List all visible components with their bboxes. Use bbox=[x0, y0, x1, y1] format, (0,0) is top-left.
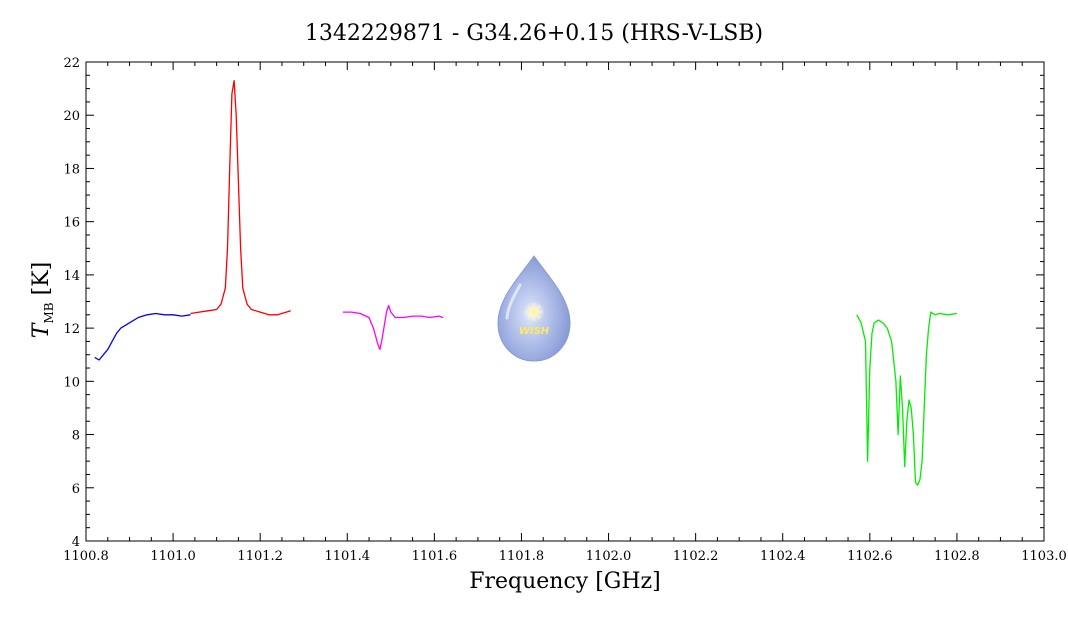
logo-text: WISH bbox=[519, 326, 550, 337]
y-tick-label: 6 bbox=[72, 482, 80, 497]
y-tick-label: 20 bbox=[63, 109, 80, 124]
series-line-4 bbox=[856, 311, 957, 486]
y-tick-label: 8 bbox=[72, 429, 80, 444]
y-axis-label-unit: [K] bbox=[29, 262, 54, 303]
y-tick-label: 14 bbox=[63, 269, 80, 284]
x-tick-label: 1102.2 bbox=[673, 549, 719, 564]
y-tick-label: 22 bbox=[63, 56, 80, 71]
series-line-3 bbox=[342, 304, 444, 351]
y-axis-label: TMB [K] bbox=[29, 262, 56, 338]
series-line-2 bbox=[190, 79, 291, 316]
y-tick-label: 16 bbox=[63, 216, 80, 231]
x-tick-label: 1101.2 bbox=[237, 549, 283, 564]
spectrum-series bbox=[94, 79, 957, 486]
x-tick-label: 1102.8 bbox=[934, 549, 980, 564]
x-axis-label: Frequency [GHz] bbox=[469, 569, 661, 594]
x-tick-label: 1102.6 bbox=[847, 549, 893, 564]
y-tick-label: 12 bbox=[63, 322, 80, 337]
wish-logo: WISH bbox=[497, 255, 571, 362]
y-axis-tick-labels: 4 6 8 10 12 14 16 18 20 22 bbox=[63, 56, 80, 550]
y-tick-label: 4 bbox=[72, 535, 80, 550]
x-tick-label: 1101.4 bbox=[325, 549, 371, 564]
series-line-1 bbox=[94, 312, 191, 361]
y-tick-label: 18 bbox=[63, 162, 80, 177]
x-tick-label: 1101.0 bbox=[150, 549, 196, 564]
y-tick-label: 10 bbox=[63, 375, 80, 390]
y-axis-label-symbol: T bbox=[29, 321, 54, 338]
x-axis-tick-labels: 1100.8 1101.0 1101.2 1101.4 1101.6 1101.8 1102… bbox=[63, 549, 1067, 564]
x-tick-label: 1102.0 bbox=[586, 549, 632, 564]
x-tick-label: 1101.8 bbox=[499, 549, 545, 564]
y-axis-ticks bbox=[86, 61, 1044, 542]
svg-text:TMB [K]: TMB [K] bbox=[29, 262, 56, 338]
x-tick-label: 1101.6 bbox=[412, 549, 458, 564]
x-tick-label: 1100.8 bbox=[63, 549, 109, 564]
x-axis-ticks bbox=[85, 62, 1045, 541]
chart-title: 1342229871 - G34.26+0.15 (HRS-V-LSB) bbox=[305, 21, 763, 46]
x-tick-label: 1102.4 bbox=[760, 549, 806, 564]
sparkle-icon bbox=[525, 303, 543, 321]
x-tick-label: 1103.0 bbox=[1021, 549, 1067, 564]
y-axis-label-subscript: MB bbox=[42, 302, 56, 323]
